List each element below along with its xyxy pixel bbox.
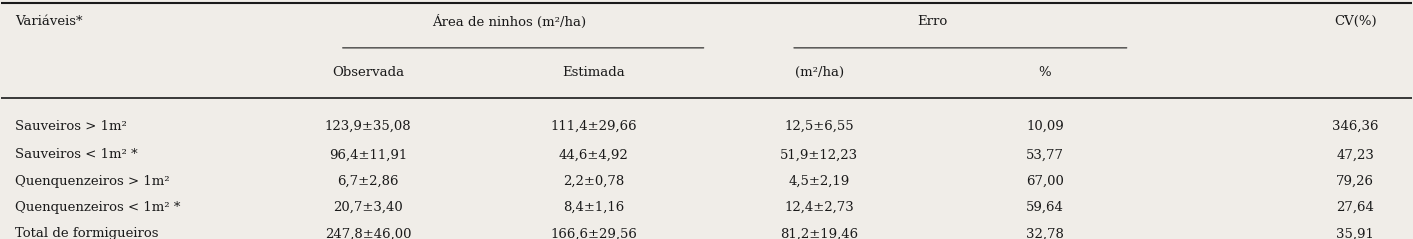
Text: 20,7±3,40: 20,7±3,40 bbox=[333, 201, 403, 214]
Text: 32,78: 32,78 bbox=[1026, 227, 1064, 239]
Text: 8,4±1,16: 8,4±1,16 bbox=[562, 201, 625, 214]
Text: Variáveis*: Variáveis* bbox=[16, 15, 83, 28]
Text: Total de formigueiros: Total de formigueiros bbox=[16, 227, 160, 239]
Text: 6,7±2,86: 6,7±2,86 bbox=[338, 175, 398, 188]
Text: CV(%): CV(%) bbox=[1334, 15, 1376, 28]
Text: 81,2±19,46: 81,2±19,46 bbox=[780, 227, 858, 239]
Text: Sauveiros > 1m²: Sauveiros > 1m² bbox=[16, 120, 127, 133]
Text: 166,6±29,56: 166,6±29,56 bbox=[550, 227, 637, 239]
Text: 247,8±46,00: 247,8±46,00 bbox=[325, 227, 411, 239]
Text: 4,5±2,19: 4,5±2,19 bbox=[788, 175, 851, 188]
Text: 44,6±4,92: 44,6±4,92 bbox=[558, 148, 629, 162]
Text: 27,64: 27,64 bbox=[1337, 201, 1373, 214]
Text: Quenquenzeiros < 1m² *: Quenquenzeiros < 1m² * bbox=[16, 201, 181, 214]
Text: 346,36: 346,36 bbox=[1332, 120, 1379, 133]
Text: 51,9±12,23: 51,9±12,23 bbox=[780, 148, 858, 162]
Text: Erro: Erro bbox=[917, 15, 947, 28]
Text: 79,26: 79,26 bbox=[1337, 175, 1375, 188]
Text: Estimada: Estimada bbox=[562, 66, 625, 79]
Text: 111,4±29,66: 111,4±29,66 bbox=[551, 120, 637, 133]
Text: 123,9±35,08: 123,9±35,08 bbox=[325, 120, 411, 133]
Text: 12,4±2,73: 12,4±2,73 bbox=[784, 201, 855, 214]
Text: 53,77: 53,77 bbox=[1026, 148, 1064, 162]
Text: 47,23: 47,23 bbox=[1337, 148, 1373, 162]
Text: (m²/ha): (m²/ha) bbox=[794, 66, 844, 79]
Text: Sauveiros < 1m² *: Sauveiros < 1m² * bbox=[16, 148, 138, 162]
Text: 59,64: 59,64 bbox=[1026, 201, 1064, 214]
Text: 67,00: 67,00 bbox=[1026, 175, 1064, 188]
Text: 35,91: 35,91 bbox=[1337, 227, 1373, 239]
Text: Observada: Observada bbox=[332, 66, 404, 79]
Text: %: % bbox=[1039, 66, 1051, 79]
Text: 10,09: 10,09 bbox=[1026, 120, 1064, 133]
Text: 12,5±6,55: 12,5±6,55 bbox=[784, 120, 853, 133]
Text: Área de ninhos (m²/ha): Área de ninhos (m²/ha) bbox=[432, 15, 586, 29]
Text: 2,2±0,78: 2,2±0,78 bbox=[562, 175, 625, 188]
Text: Quenquenzeiros > 1m²: Quenquenzeiros > 1m² bbox=[16, 175, 170, 188]
Text: 96,4±11,91: 96,4±11,91 bbox=[329, 148, 407, 162]
